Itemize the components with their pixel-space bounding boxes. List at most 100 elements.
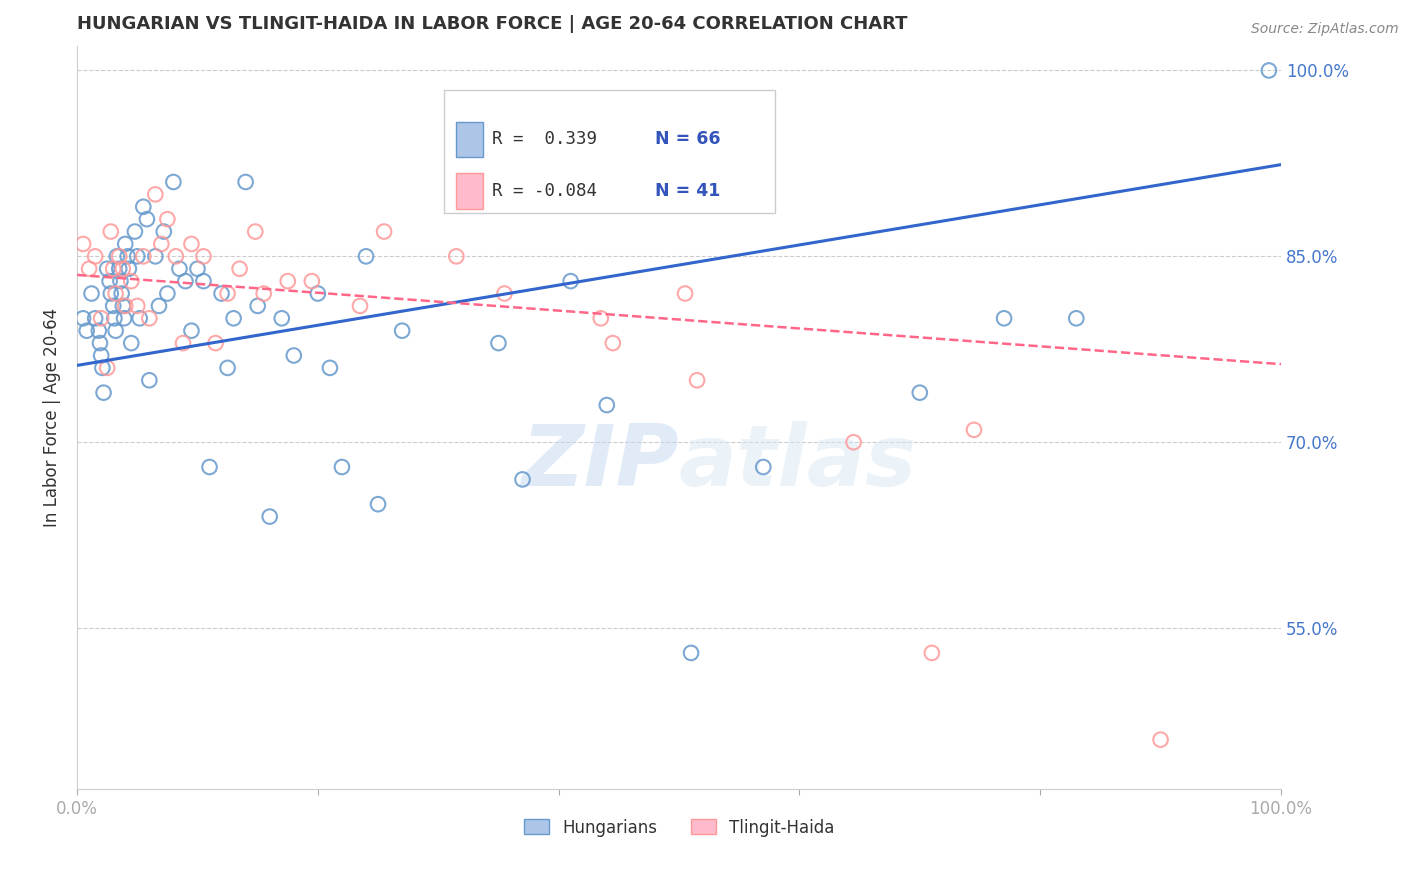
Point: [681, 646, 703, 660]
Point: [77, 261, 100, 276]
Point: [301, 274, 323, 288]
FancyBboxPatch shape: [444, 90, 775, 213]
Point: [104, 286, 127, 301]
Point: [686, 373, 709, 387]
Point: [143, 249, 166, 263]
Point: [512, 472, 534, 486]
Point: [84, 311, 107, 326]
Point: [135, 212, 157, 227]
Point: [91, 360, 114, 375]
Point: [114, 299, 136, 313]
Point: [84, 249, 107, 263]
Text: HUNGARIAN VS TLINGIT-HAIDA IN LABOR FORCE | AGE 20-64 CORRELATION CHART: HUNGARIAN VS TLINGIT-HAIDA IN LABOR FORC…: [77, 15, 908, 33]
Text: Source: ZipAtlas.com: Source: ZipAtlas.com: [1251, 22, 1399, 37]
Point: [100, 225, 122, 239]
Point: [373, 225, 395, 239]
Point: [124, 225, 146, 239]
Point: [111, 286, 134, 301]
Point: [211, 286, 233, 301]
Point: [235, 175, 257, 189]
FancyBboxPatch shape: [457, 121, 482, 157]
Text: ZIP: ZIP: [522, 420, 679, 504]
Point: [367, 497, 389, 511]
Point: [120, 274, 142, 288]
Point: [307, 286, 329, 301]
Point: [138, 311, 160, 326]
Point: [446, 249, 468, 263]
Point: [193, 249, 215, 263]
Point: [150, 236, 173, 251]
Point: [103, 299, 125, 313]
Point: [180, 236, 202, 251]
Point: [128, 311, 150, 326]
Point: [169, 261, 191, 276]
Point: [87, 324, 110, 338]
Point: [277, 274, 299, 288]
Point: [174, 274, 197, 288]
Point: [319, 360, 342, 375]
Point: [108, 261, 131, 276]
Point: [349, 299, 371, 313]
FancyBboxPatch shape: [457, 173, 482, 209]
Point: [596, 398, 619, 412]
Point: [120, 336, 142, 351]
Point: [72, 311, 94, 326]
Point: [186, 261, 208, 276]
Point: [100, 286, 122, 301]
Point: [842, 435, 865, 450]
Legend: Hungarians, Tlingit-Haida: Hungarians, Tlingit-Haida: [524, 819, 834, 837]
Point: [132, 200, 155, 214]
Point: [752, 460, 775, 475]
Point: [117, 249, 139, 263]
Point: [494, 286, 516, 301]
Point: [193, 274, 215, 288]
Point: [330, 460, 353, 475]
Point: [89, 336, 111, 351]
Point: [148, 299, 170, 313]
Point: [76, 324, 98, 338]
Point: [222, 311, 245, 326]
Point: [198, 460, 221, 475]
Point: [90, 349, 112, 363]
Point: [104, 324, 127, 338]
Point: [908, 385, 931, 400]
Y-axis label: In Labor Force | Age 20-64: In Labor Force | Age 20-64: [44, 308, 60, 527]
Point: [180, 324, 202, 338]
Point: [204, 336, 226, 351]
Point: [283, 349, 305, 363]
Point: [602, 336, 624, 351]
Text: R =  0.339: R = 0.339: [492, 130, 598, 148]
Point: [114, 236, 136, 251]
Point: [111, 299, 134, 313]
Point: [80, 286, 103, 301]
Point: [963, 423, 986, 437]
Point: [354, 249, 377, 263]
Point: [172, 336, 194, 351]
Point: [105, 249, 128, 263]
Point: [1258, 63, 1281, 78]
Point: [138, 373, 160, 387]
Point: [112, 311, 135, 326]
Point: [165, 249, 187, 263]
Point: [156, 286, 179, 301]
Point: [1066, 311, 1088, 326]
Point: [152, 225, 174, 239]
Point: [673, 286, 696, 301]
Point: [993, 311, 1015, 326]
Point: [132, 249, 155, 263]
Text: N = 41: N = 41: [655, 182, 720, 200]
Point: [143, 187, 166, 202]
Point: [253, 286, 276, 301]
Point: [270, 311, 292, 326]
Point: [96, 360, 118, 375]
Point: [391, 324, 413, 338]
Point: [589, 311, 612, 326]
Text: atlas: atlas: [679, 420, 917, 504]
Point: [246, 299, 269, 313]
Point: [217, 360, 239, 375]
Point: [259, 509, 281, 524]
Point: [560, 274, 582, 288]
Point: [103, 311, 125, 326]
Point: [118, 261, 141, 276]
Point: [108, 249, 131, 263]
